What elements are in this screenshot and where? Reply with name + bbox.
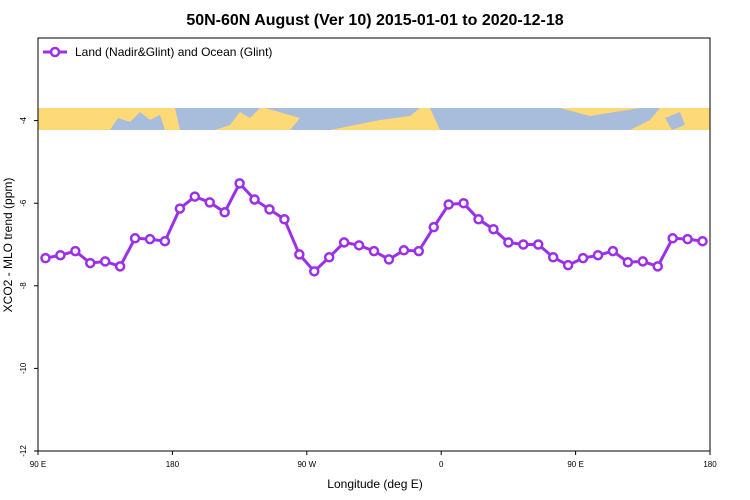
x-tick-label: 90 W [297, 460, 316, 469]
y-axis-label: XCO2 - MLO trend (ppm) [1, 178, 15, 313]
point [518, 239, 529, 250]
point [99, 256, 111, 267]
point [533, 239, 544, 250]
y-tick-label: -12 [19, 445, 28, 457]
point [249, 194, 260, 205]
y-tick-label: -6 [19, 199, 28, 207]
point [458, 197, 469, 209]
point [682, 233, 693, 245]
legend-label: Land (Nadir&Glint) and Ocean (Glint) [75, 45, 272, 59]
point [547, 252, 559, 263]
point [174, 203, 186, 214]
point [473, 214, 484, 225]
point [219, 207, 230, 218]
point [189, 191, 201, 202]
point [637, 256, 649, 267]
chart-title: 50N-60N August (Ver 10) 2015-01-01 to 20… [186, 12, 563, 29]
x-tick-label: 90 E [567, 460, 583, 469]
point [697, 235, 708, 247]
point [562, 259, 574, 271]
point [428, 221, 439, 233]
point [503, 237, 514, 248]
point [338, 237, 350, 248]
point [294, 249, 305, 260]
point [592, 249, 604, 261]
point [622, 257, 634, 268]
point [129, 233, 141, 244]
point [488, 223, 499, 235]
point [264, 204, 275, 215]
point [577, 252, 589, 264]
point [398, 245, 410, 256]
map-strip [38, 108, 710, 130]
x-tick-label: 0 [439, 460, 444, 469]
point [413, 245, 425, 257]
point [383, 254, 395, 265]
point [368, 245, 380, 257]
point [607, 245, 619, 257]
plot-frame [37, 37, 711, 452]
point [279, 214, 290, 225]
y-tick-label: -4 [19, 116, 28, 124]
point [70, 245, 81, 257]
point [204, 197, 215, 208]
point [144, 233, 156, 245]
y-tick-label: -10 [19, 362, 28, 374]
point [234, 178, 245, 189]
point [55, 249, 66, 261]
point [652, 261, 663, 272]
y-tick-label: -8 [19, 282, 28, 290]
point [667, 233, 678, 244]
point [309, 266, 320, 277]
point [159, 235, 171, 247]
x-tick-label: 90 E [30, 460, 46, 469]
point [353, 240, 365, 251]
series-line [45, 180, 703, 274]
point [443, 199, 454, 210]
point [40, 252, 51, 264]
x-axis-label: Longitude (deg E) [327, 477, 422, 491]
legend-marker [49, 46, 61, 58]
point [323, 252, 335, 263]
point [114, 261, 126, 272]
point [85, 257, 96, 269]
x-tick-label: 180 [166, 460, 180, 469]
x-tick-label: 180 [703, 460, 717, 469]
